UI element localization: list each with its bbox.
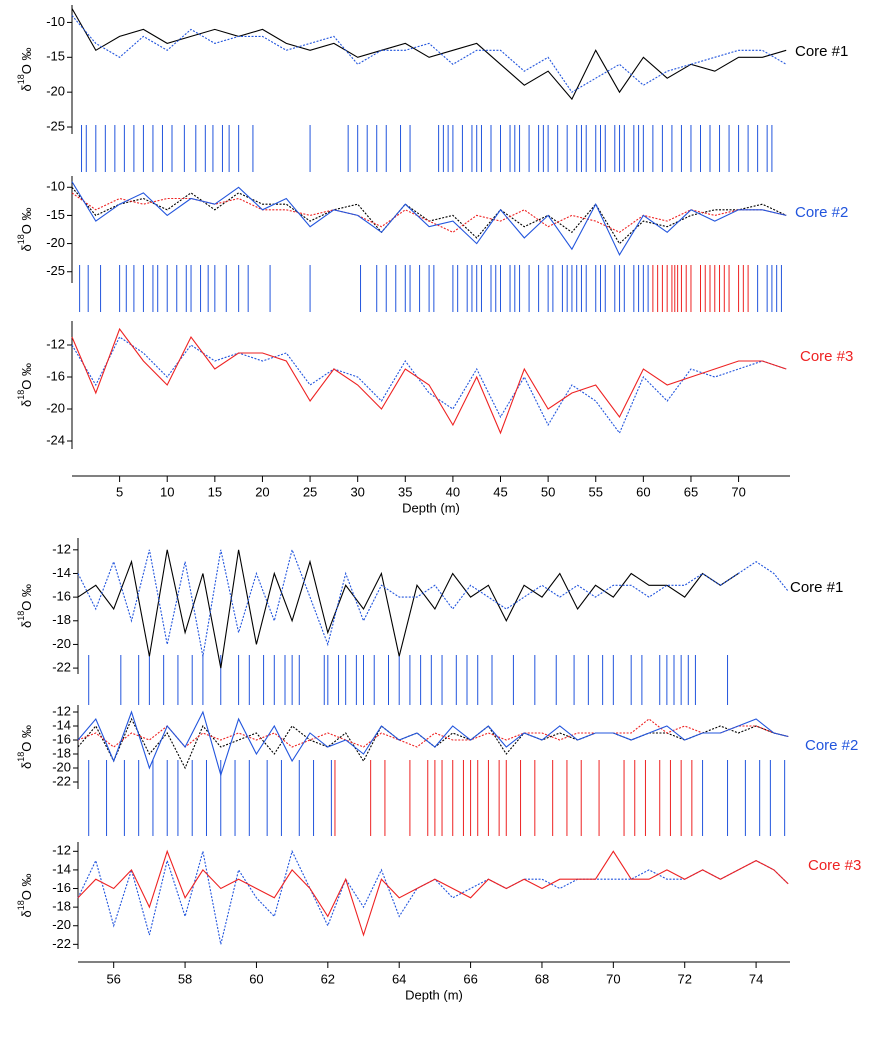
y-label-sup: 18 [16, 752, 26, 762]
x-tick-label: 62 [321, 971, 335, 986]
y-axis-label: δ18O ‰ [16, 874, 34, 918]
y-tick-label: -12 [52, 541, 71, 556]
series-line [77, 549, 739, 669]
y-label-base: δ [19, 84, 34, 91]
series-line [71, 15, 787, 93]
x-tick-label: 50 [541, 484, 555, 499]
series-line [77, 718, 789, 748]
core-label: Core #3 [808, 857, 861, 874]
y-label-base: δ [19, 910, 34, 917]
core-label: Core #2 [805, 737, 858, 754]
x-tick-label: 30 [350, 484, 364, 499]
y-tick-label: -14 [52, 565, 71, 580]
x-tick-label: 66 [463, 971, 477, 986]
core-label: Core #2 [795, 204, 848, 221]
x-tick-label: 15 [208, 484, 222, 499]
y-label-unit: O ‰ [19, 363, 34, 390]
core-label: Core #3 [800, 348, 853, 365]
series-line [71, 181, 787, 256]
y-tick-label: -24 [46, 432, 65, 447]
y-label-base: δ [19, 762, 34, 769]
y-label-unit: O ‰ [19, 725, 34, 752]
x-tick-label: 74 [749, 971, 763, 986]
x-axis-label: Depth (m) [402, 500, 460, 515]
x-tick-label: 45 [493, 484, 507, 499]
y-axis-label: δ18O ‰ [16, 584, 34, 628]
y-tick-label: -20 [52, 636, 71, 651]
x-axis-label: Depth (m) [405, 987, 463, 1002]
x-tick-label: 5 [116, 484, 123, 499]
x-tick-label: 65 [684, 484, 698, 499]
x-tick-label: 68 [535, 971, 549, 986]
y-tick-label: -10 [46, 179, 65, 194]
x-tick-label: 64 [392, 971, 406, 986]
core-label: Core #1 [790, 579, 843, 596]
y-label-sup: 18 [16, 900, 26, 910]
x-tick-label: 58 [178, 971, 192, 986]
y-axis-label: δ18O ‰ [16, 48, 34, 92]
y-tick-label: -15 [46, 49, 65, 64]
y-tick-label: -18 [52, 612, 71, 627]
y-label-unit: O ‰ [19, 48, 34, 75]
y-tick-label: -20 [46, 400, 65, 415]
y-label-base: δ [19, 244, 34, 251]
y-tick-label: -12 [46, 336, 65, 351]
y-tick-label: -25 [46, 263, 65, 278]
y-tick-label: -22 [52, 660, 71, 675]
series-line [77, 710, 789, 777]
y-label-sup: 18 [16, 234, 26, 244]
y-axis-label: δ18O ‰ [16, 208, 34, 252]
y-tick-label: -20 [52, 917, 71, 932]
y-tick-label: -10 [46, 14, 65, 29]
y-label-unit: O ‰ [19, 584, 34, 611]
y-tick-label: -22 [52, 936, 71, 951]
y-tick-label: -20 [52, 759, 71, 774]
core-label: Core #1 [795, 43, 848, 60]
series-line [71, 8, 787, 101]
x-tick-label: 25 [303, 484, 317, 499]
y-tick-label: -18 [52, 745, 71, 760]
y-tick-label: -20 [46, 235, 65, 250]
y-label-sup: 18 [16, 611, 26, 621]
x-tick-label: 60 [249, 971, 263, 986]
x-tick-label: 35 [398, 484, 412, 499]
y-tick-label: -14 [52, 861, 71, 876]
y-label-sup: 18 [16, 390, 26, 400]
y-label-sup: 18 [16, 74, 26, 84]
x-tick-label: 10 [160, 484, 174, 499]
y-label-base: δ [19, 621, 34, 628]
x-tick-label: 55 [589, 484, 603, 499]
y-tick-label: -15 [46, 207, 65, 222]
y-tick-label: -18 [52, 899, 71, 914]
y-tick-label: -25 [46, 118, 65, 133]
y-label-unit: O ‰ [19, 874, 34, 901]
y-tick-label: -20 [46, 84, 65, 99]
x-tick-label: 72 [677, 971, 691, 986]
y-tick-label: -12 [52, 703, 71, 718]
series-line [71, 336, 787, 435]
y-tick-label: -16 [52, 731, 71, 746]
series-line [77, 717, 789, 770]
y-tick-label: -16 [52, 589, 71, 604]
x-tick-label: 70 [731, 484, 745, 499]
y-tick-label: -22 [52, 773, 71, 788]
x-tick-label: 40 [446, 484, 460, 499]
y-axis-label: δ18O ‰ [16, 363, 34, 407]
x-tick-label: 20 [255, 484, 269, 499]
y-label-base: δ [19, 400, 34, 407]
y-tick-label: -14 [52, 717, 71, 732]
series-line [77, 547, 789, 657]
y-tick-label: -12 [52, 843, 71, 858]
y-axis-label: δ18O ‰ [16, 725, 34, 769]
y-label-unit: O ‰ [19, 208, 34, 235]
x-tick-label: 60 [636, 484, 650, 499]
series-line [77, 849, 789, 937]
series-line [71, 327, 787, 435]
y-tick-label: -16 [46, 368, 65, 383]
x-tick-label: 56 [106, 971, 120, 986]
x-tick-label: 70 [606, 971, 620, 986]
series-line [71, 192, 787, 233]
y-tick-label: -16 [52, 880, 71, 895]
